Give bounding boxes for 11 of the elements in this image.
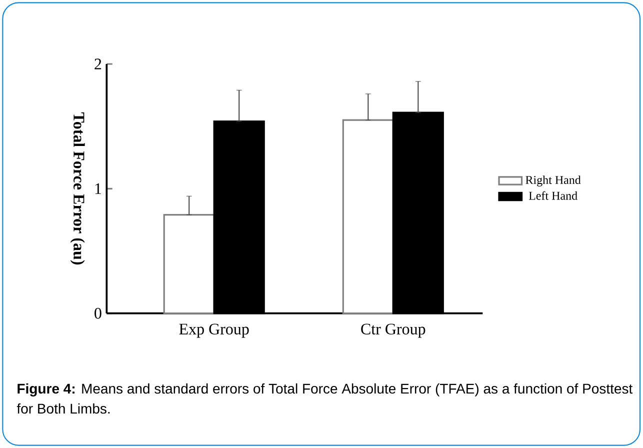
y-tick-label: 0 [94,308,102,319]
legend-label: Left Hand [528,191,578,200]
y-tick-label: 1 [95,183,102,194]
text: Figure 4: Means and standard errors of Total Force Absolute Error (TFAE) as a function of Posttest for Both Limbs. [16,383,633,414]
legend-label: Right Hand [526,176,581,187]
bar [342,119,394,314]
x-tick-label: Exp Group [179,324,249,338]
bar [163,214,215,314]
x-tick-label: Ctr Group [361,324,426,338]
y-axis-title: Total Force Error (au) [70,112,85,264]
y-tick-label: 2 [94,58,102,70]
